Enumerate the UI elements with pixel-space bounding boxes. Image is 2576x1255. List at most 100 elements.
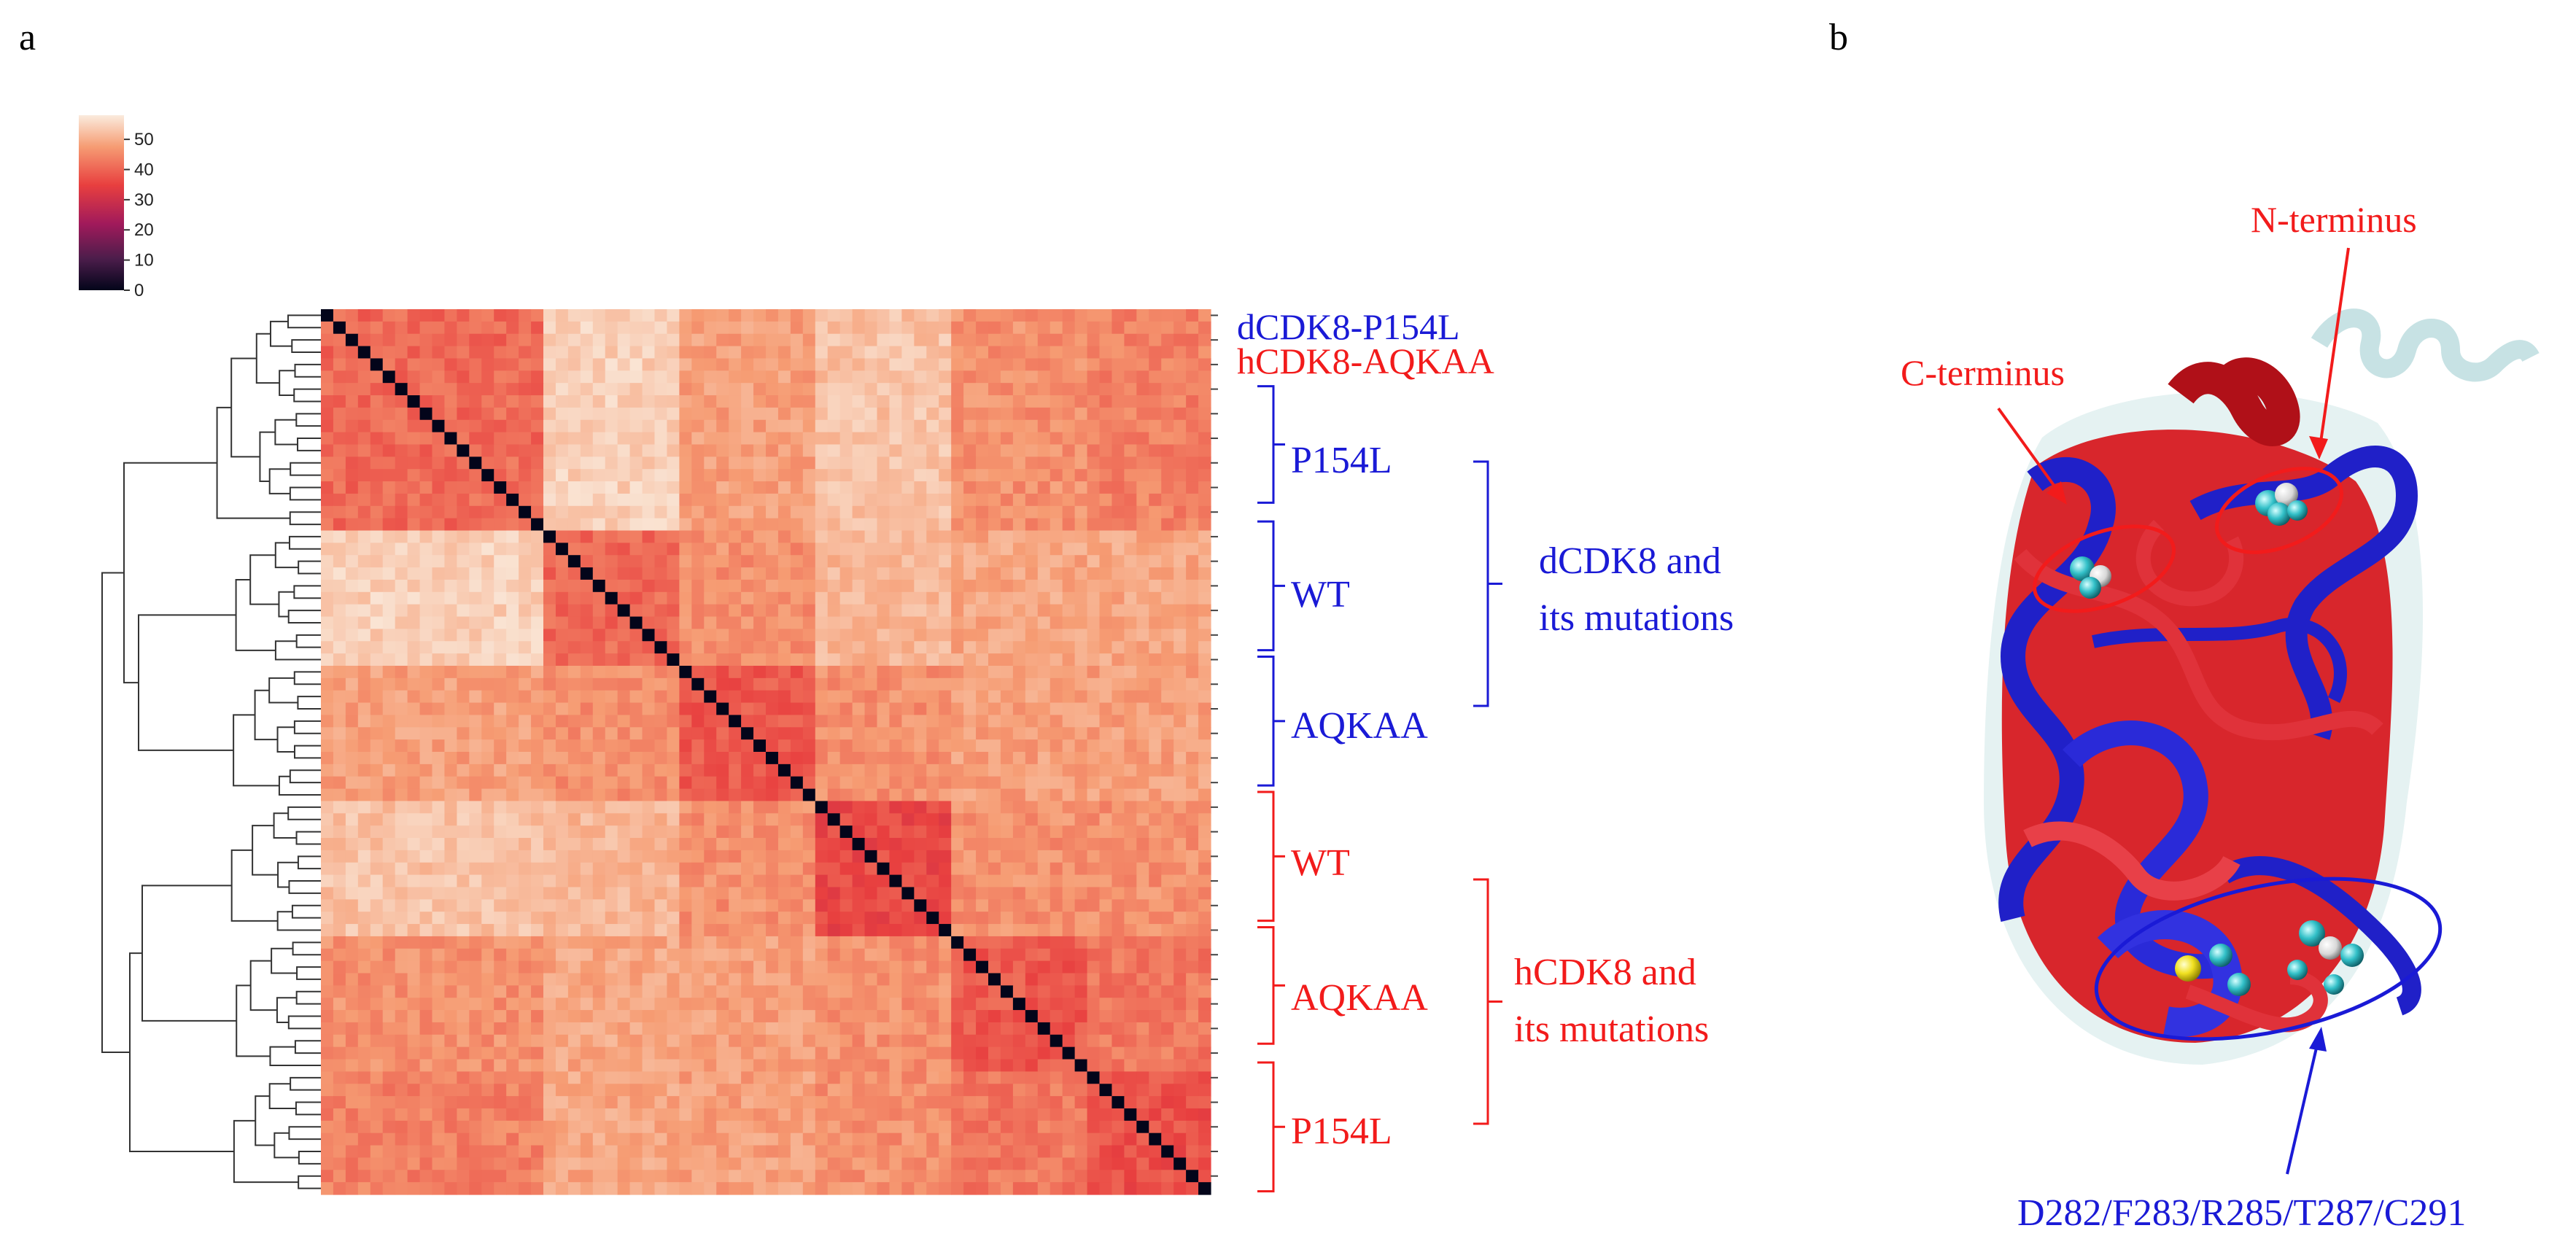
heatmap-cell [444, 924, 457, 937]
heatmap-cell [605, 505, 618, 519]
heatmap-cell [1012, 444, 1026, 457]
heatmap-cell [382, 1132, 396, 1146]
heatmap-cell [1124, 629, 1137, 642]
heatmap-cell [407, 604, 421, 618]
heatmap-cell [494, 653, 507, 667]
heatmap-cell [777, 555, 791, 568]
heatmap-cell [741, 1108, 754, 1122]
heatmap-cell [1099, 788, 1113, 802]
heatmap-cell [1062, 543, 1076, 556]
heatmap-cell [1000, 1132, 1014, 1146]
heatmap-cell [407, 838, 421, 851]
heatmap-cell [827, 1071, 841, 1084]
heatmap-cell [939, 505, 952, 519]
heatmap-cell [766, 481, 779, 494]
heatmap-cell [629, 825, 643, 839]
heatmap-cell [506, 788, 519, 802]
heatmap-cell [654, 874, 668, 888]
heatmap-cell [543, 887, 556, 900]
heatmap-cell [691, 653, 705, 667]
heatmap-cell [506, 579, 519, 593]
heatmap-cell [481, 1132, 494, 1146]
heatmap-cell [432, 985, 446, 998]
heatmap-cell [370, 518, 384, 532]
heatmap-cell [729, 591, 742, 605]
heatmap-cell [555, 579, 569, 593]
heatmap-cell [592, 801, 606, 814]
heatmap-cell [357, 801, 371, 814]
heatmap-cell [691, 801, 705, 814]
heatmap-cell [531, 801, 544, 814]
heatmap-cell [543, 801, 556, 814]
heatmap-cell [592, 469, 606, 482]
heatmap-cell [704, 481, 717, 494]
heatmap-cell [642, 998, 656, 1011]
heatmap-cell [629, 665, 643, 679]
heatmap-cell [1099, 948, 1113, 962]
heatmap-cell [531, 702, 544, 716]
heatmap-cell [382, 309, 396, 322]
heatmap-cell [1173, 1132, 1187, 1146]
heatmap-cell [704, 358, 717, 371]
heatmap-cell [963, 493, 977, 507]
heatmap-cell [419, 358, 433, 371]
heatmap-cell [926, 444, 939, 457]
heatmap-cell [1161, 924, 1174, 937]
heatmap-cell [691, 579, 705, 593]
heatmap-cell [1025, 1084, 1039, 1097]
heatmap-cell [741, 1071, 754, 1084]
heatmap-cell [592, 456, 606, 470]
heatmap-cell [839, 985, 853, 998]
heatmap-cell [382, 616, 396, 629]
heatmap-cell [777, 1034, 791, 1048]
heatmap-cell [469, 358, 482, 371]
heatmap-cell [543, 395, 556, 408]
heatmap-cell [419, 567, 433, 580]
heatmap-cell [951, 370, 964, 384]
heatmap-cell [963, 370, 977, 384]
heatmap-cell [481, 591, 494, 605]
heatmap-cell [729, 727, 742, 740]
heatmap-cell [531, 579, 544, 593]
dendrogram-branch [255, 333, 280, 384]
heatmap-cell [1198, 481, 1211, 494]
heatmap-cell [704, 653, 717, 667]
heatmap-cell [914, 862, 927, 876]
heatmap-cell [790, 395, 804, 408]
heatmap-cell [777, 505, 791, 519]
heatmap-cell [531, 677, 544, 691]
heatmap-cell [729, 813, 742, 826]
heatmap-cell [691, 912, 705, 925]
heatmap-cell [766, 604, 779, 618]
heatmap-cell [1000, 567, 1014, 580]
heatmap-cell [1062, 1022, 1076, 1036]
heatmap-cell [790, 985, 804, 998]
heatmap-cell [1186, 825, 1199, 839]
heatmap-cell [592, 1071, 606, 1084]
heatmap-cell [1025, 321, 1039, 335]
heatmap-cell [926, 973, 939, 986]
heatmap-cell [864, 948, 878, 962]
heatmap-cell [716, 1071, 729, 1084]
heatmap-cell [642, 715, 656, 728]
heatmap-cell [716, 419, 729, 433]
heatmap-cell [555, 383, 569, 396]
heatmap-cell [963, 604, 977, 618]
heatmap-cell [519, 1108, 532, 1122]
heatmap-cell [494, 825, 507, 839]
heatmap-cell [382, 677, 396, 691]
heatmap-cell [444, 690, 457, 704]
heatmap-cell [1012, 727, 1026, 740]
heatmap-cell [407, 752, 421, 765]
heatmap-cell [877, 653, 891, 667]
heatmap-cell [704, 469, 717, 482]
heatmap-cell [939, 1108, 952, 1122]
heatmap-cell [691, 370, 705, 384]
heatmap-cell [1186, 591, 1199, 605]
heatmap-cell [1186, 383, 1199, 396]
heatmap-cell [457, 370, 470, 384]
heatmap-cell [963, 395, 977, 408]
heatmap-cell [1198, 579, 1211, 593]
heatmap-cell [629, 1034, 643, 1048]
